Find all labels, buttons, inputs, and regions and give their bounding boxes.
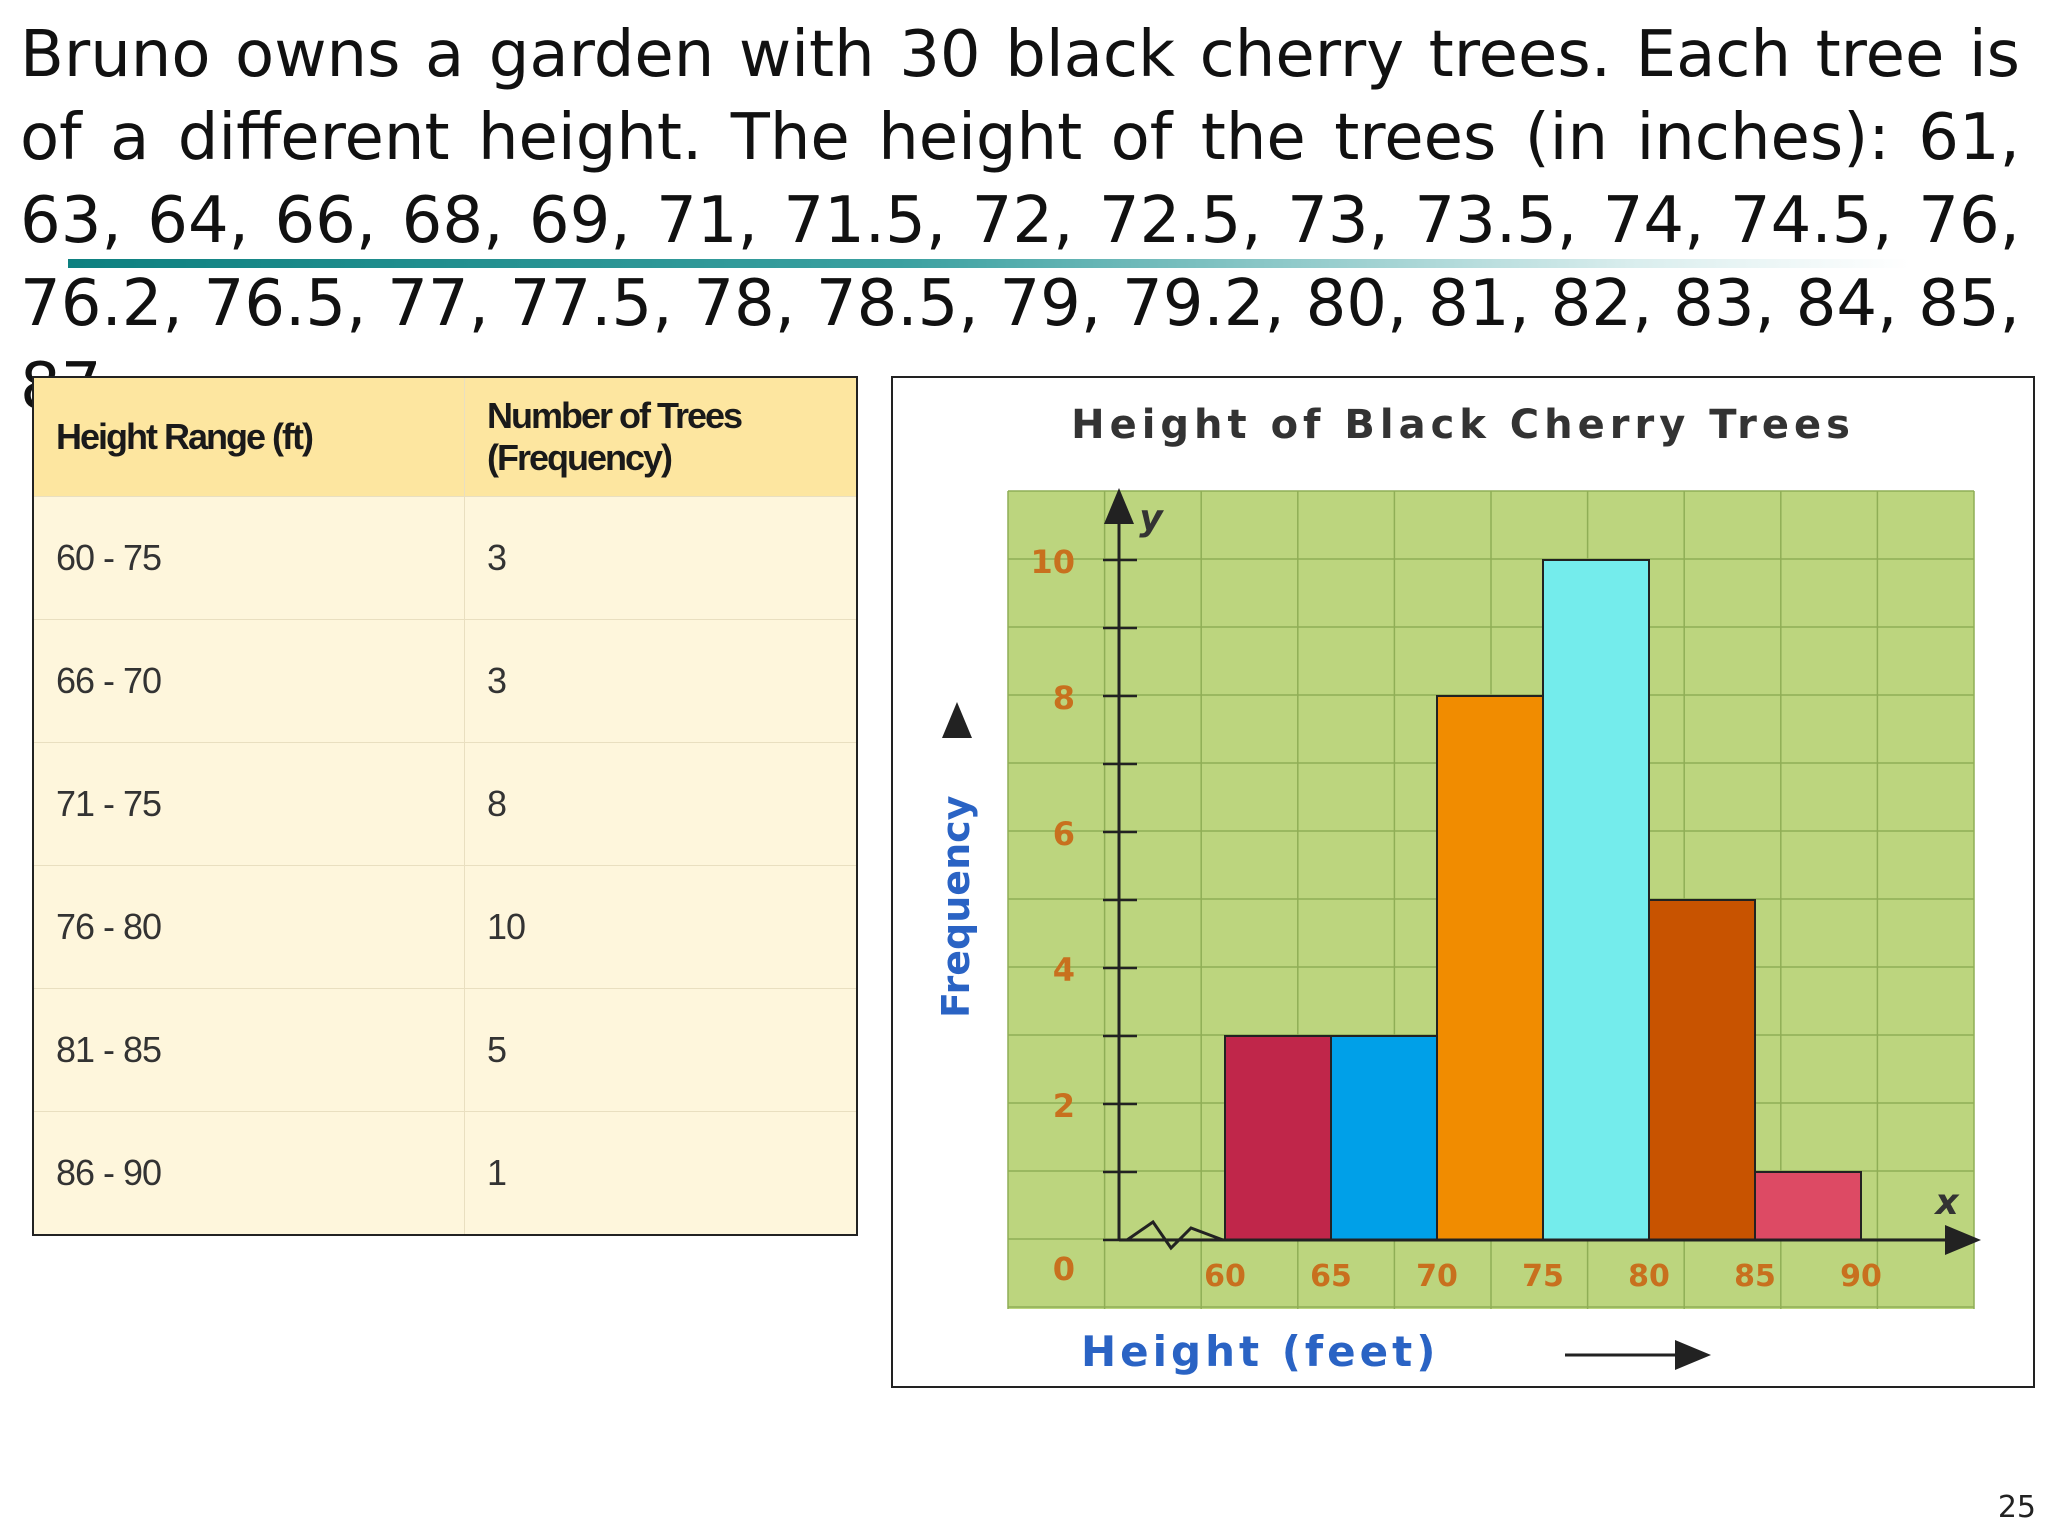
bar-65-70 <box>1330 1035 1438 1241</box>
chart-title: Height of Black Cherry Trees <box>1071 402 1855 448</box>
table-row: 81 - 85 5 <box>32 988 858 1112</box>
y-tick-label: 10 <box>1030 543 1075 581</box>
table-row: 66 - 70 3 <box>32 619 858 743</box>
histogram-frame: Height of Black Cherry Trees 0 2 4 6 8 10 60 6… <box>891 376 2035 1388</box>
table-header-frequency: Number of Trees (Frequency) <box>464 376 858 497</box>
table-cell-frequency: 10 <box>464 865 858 989</box>
x-tick-label: 90 <box>1840 1259 1882 1294</box>
table-header-height-range: Height Range (ft) <box>32 376 465 497</box>
axis-break-zigzag <box>1126 1219 1224 1251</box>
decorative-underline <box>68 259 1910 268</box>
bar-70-75 <box>1436 695 1544 1241</box>
x-tick-labels: 60 65 70 75 80 85 90 <box>1204 1259 1882 1294</box>
x-tick-label: 75 <box>1522 1259 1564 1294</box>
table-cell-frequency: 5 <box>464 988 858 1112</box>
y-axis-letter: y <box>1139 498 1164 539</box>
table-row: 71 - 75 8 <box>32 742 858 866</box>
table-cell-range: 71 - 75 <box>32 742 465 866</box>
bar-80-85 <box>1648 899 1756 1241</box>
x-axis-label: Height (feet) <box>1081 1327 1439 1376</box>
y-tick-label: 4 <box>1053 951 1075 989</box>
y-axis-label: Frequency <box>934 795 978 1018</box>
bars <box>1224 559 1862 1241</box>
y-tick-label: 2 <box>1053 1087 1075 1125</box>
table-row: 76 - 80 10 <box>32 865 858 989</box>
table-cell-frequency: 3 <box>464 496 858 620</box>
bar-75-80 <box>1542 559 1650 1241</box>
table-row: 60 - 75 3 <box>32 496 858 620</box>
frequency-table: Height Range (ft) Number of Trees (Frequ… <box>32 376 858 1236</box>
axes <box>1103 488 1981 1255</box>
x-tick-label: 80 <box>1628 1259 1670 1294</box>
x-tick-label: 85 <box>1734 1259 1776 1294</box>
y-tick-labels: 0 2 4 6 8 10 <box>1030 543 1075 1288</box>
table-cell-range: 60 - 75 <box>32 496 465 620</box>
x-tick-label: 60 <box>1204 1259 1246 1294</box>
table-cell-frequency: 3 <box>464 619 858 743</box>
table-header-row: Height Range (ft) Number of Trees (Frequ… <box>32 376 858 497</box>
table-cell-frequency: 8 <box>464 742 858 866</box>
table-cell-range: 86 - 90 <box>32 1111 465 1236</box>
table-cell-range: 66 - 70 <box>32 619 465 743</box>
table-cell-frequency: 1 <box>464 1111 858 1236</box>
y-tick-label: 0 <box>1053 1250 1075 1288</box>
y-tick-label: 8 <box>1053 679 1075 717</box>
x-tick-label: 65 <box>1310 1259 1352 1294</box>
x-axis-letter: x <box>1933 1182 1960 1223</box>
table-cell-range: 76 - 80 <box>32 865 465 989</box>
x-tick-label: 70 <box>1416 1259 1458 1294</box>
table-cell-range: 81 - 85 <box>32 988 465 1112</box>
problem-statement: Bruno owns a garden with 30 black cherry… <box>20 18 2020 424</box>
bar-60-65 <box>1224 1035 1332 1241</box>
bar-85-90 <box>1754 1171 1862 1241</box>
page-number: 25 <box>1997 1490 2036 1525</box>
y-tick-label: 6 <box>1053 815 1075 853</box>
table-row: 86 - 90 1 <box>32 1111 858 1236</box>
